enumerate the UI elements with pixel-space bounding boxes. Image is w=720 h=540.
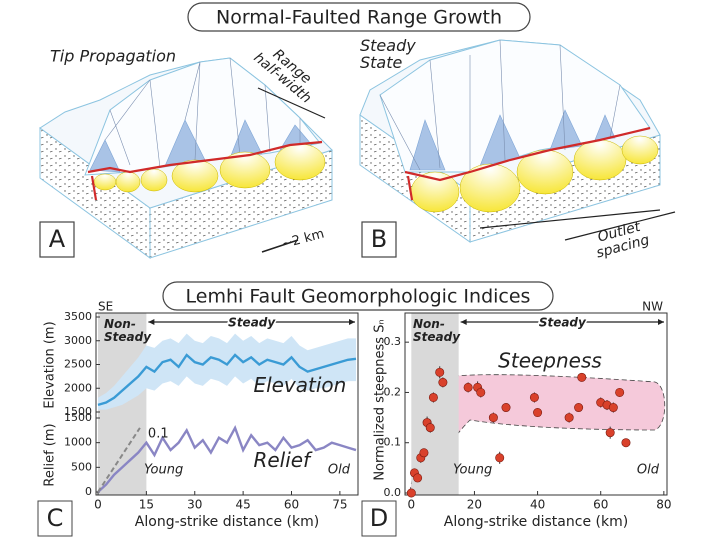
title-pill <box>187 2 531 32</box>
x-tick-label: 20 <box>467 498 482 512</box>
x-axis-label: Along-strike distance (km) <box>135 514 319 530</box>
block-diagram-b <box>359 39 676 243</box>
data-point <box>463 382 473 392</box>
scale-label: ~2 km <box>280 226 326 252</box>
data-point <box>406 488 416 498</box>
panel-label-box <box>361 500 397 537</box>
plot-frame <box>404 312 668 496</box>
annotation: Young <box>144 463 183 478</box>
x-tick-label: 80 <box>656 498 671 512</box>
y-tick-label: 500 <box>71 460 92 473</box>
x-axis-label: Along-strike distance (km) <box>444 514 628 530</box>
series-label: 0.1 <box>148 426 169 441</box>
y-tick-label: 0.1 <box>384 436 402 449</box>
data-point <box>428 392 438 402</box>
y-tick-label: 3500 <box>64 310 92 323</box>
data-point <box>529 392 539 402</box>
y-tick-label: 0 <box>85 485 92 498</box>
series-line <box>97 353 357 407</box>
plot-frame <box>95 312 359 496</box>
panel-label: D <box>370 504 388 532</box>
direction-label: SE <box>98 300 113 314</box>
title-pill <box>162 281 554 311</box>
x-tick-label: 60 <box>593 498 608 512</box>
data-point <box>495 453 505 463</box>
annotation: Young <box>453 463 492 478</box>
y-tick-label: 2000 <box>64 381 92 394</box>
series-label: Relief <box>253 448 313 472</box>
panel-label-box <box>361 221 397 258</box>
data-point <box>574 403 584 413</box>
y-tick-label: 1500 <box>64 405 92 418</box>
data-point <box>533 408 543 418</box>
panel-b-title: Steady State <box>360 36 416 72</box>
panel-label-box <box>37 500 73 537</box>
data-point <box>419 448 429 458</box>
data-point <box>425 423 435 433</box>
panel-label-box <box>39 221 75 258</box>
panel-label: B <box>371 225 387 253</box>
non-steady-zone <box>411 313 459 495</box>
direction-label: NW <box>642 300 663 314</box>
annotation: Old <box>637 463 660 478</box>
annotation: Old <box>328 463 351 478</box>
data-point <box>564 413 574 423</box>
x-tick-label: 0 <box>407 498 415 512</box>
x-tick-label: 60 <box>284 498 299 512</box>
zone-label: Steady <box>228 316 276 330</box>
panel-label: A <box>49 225 66 253</box>
elevation-range <box>98 333 356 410</box>
y-tick-label: 1000 <box>64 436 92 449</box>
zone-label: Non-Steady <box>104 317 152 344</box>
y-tick-label: 3000 <box>64 334 92 347</box>
y-tick-label: 2500 <box>64 358 92 371</box>
figure-subtitle: Lemhi Fault Geomorphologic Indices <box>186 286 531 308</box>
x-tick-label: 15 <box>139 498 154 512</box>
data-point <box>438 377 448 387</box>
data-point <box>501 403 511 413</box>
y-tick-label: 0.3 <box>384 335 402 348</box>
data-point <box>621 438 631 448</box>
data-point <box>608 403 618 413</box>
y-axis-label: Elevation (m) <box>43 321 58 408</box>
panel-a-title: Tip Propagation <box>50 47 176 66</box>
data-point <box>577 372 587 382</box>
data-point <box>615 387 625 397</box>
x-tick-label: 0 <box>94 498 102 512</box>
series-line <box>97 427 141 493</box>
series-label: Steepness <box>498 349 602 373</box>
zone-label: Non-Steady <box>413 317 461 344</box>
data-point <box>488 413 498 423</box>
x-tick-label: 45 <box>235 498 250 512</box>
zone-label: Steady <box>539 316 587 330</box>
y-axis-label: Normalized steepness Sₙ <box>373 319 388 480</box>
y2-axis-label: Relief (m) <box>43 423 58 486</box>
data-point <box>605 428 615 438</box>
series-line <box>97 424 357 493</box>
x-tick-label: 30 <box>187 498 202 512</box>
x-tick-label: 75 <box>332 498 347 512</box>
data-point <box>476 387 486 397</box>
y-tick-label: 1500 <box>64 411 92 424</box>
y-tick-label: 0.0 <box>384 486 402 499</box>
x-tick-label: 40 <box>530 498 545 512</box>
data-point <box>435 367 445 377</box>
y-tick-label: 0.2 <box>384 385 402 398</box>
panel-label: C <box>47 504 64 532</box>
block-diagram-a <box>39 57 333 259</box>
data-point <box>413 473 423 483</box>
series-label: Elevation <box>253 373 346 397</box>
figure-title: Normal-Faulted Range Growth <box>216 7 502 29</box>
